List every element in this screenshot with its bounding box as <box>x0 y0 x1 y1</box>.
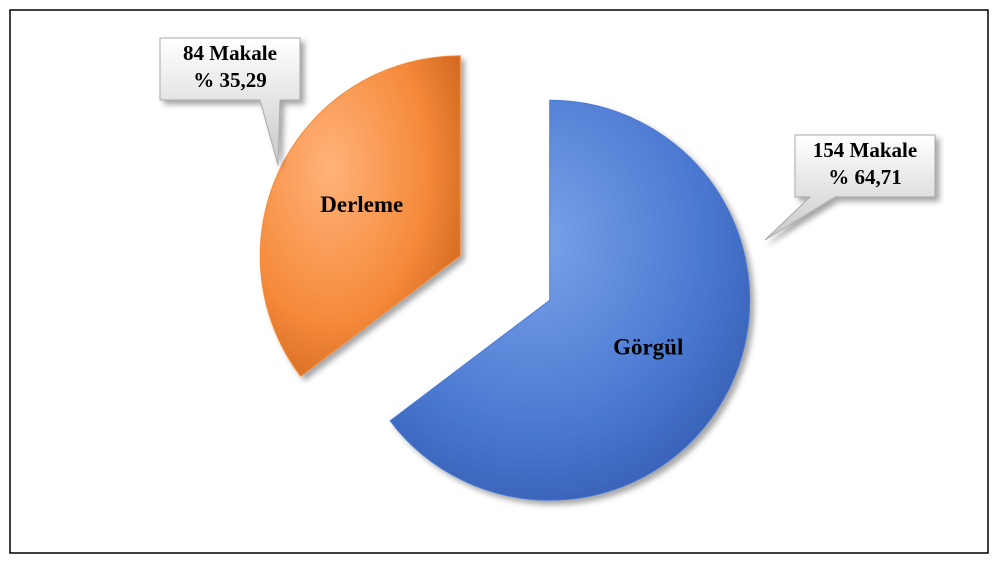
pie-slice <box>259 55 461 377</box>
percent-label: % 64,71 <box>828 165 902 189</box>
percent-label: % 35,29 <box>193 68 267 92</box>
callout <box>764 134 936 241</box>
value-label: 84 Makale <box>183 41 277 65</box>
pie-slice <box>389 99 751 501</box>
slice-label: Derleme <box>320 192 403 217</box>
slice-label: Görgül <box>613 335 683 360</box>
frame <box>9 9 989 554</box>
callout <box>159 37 301 166</box>
value-label: 154 Makale <box>813 138 917 162</box>
